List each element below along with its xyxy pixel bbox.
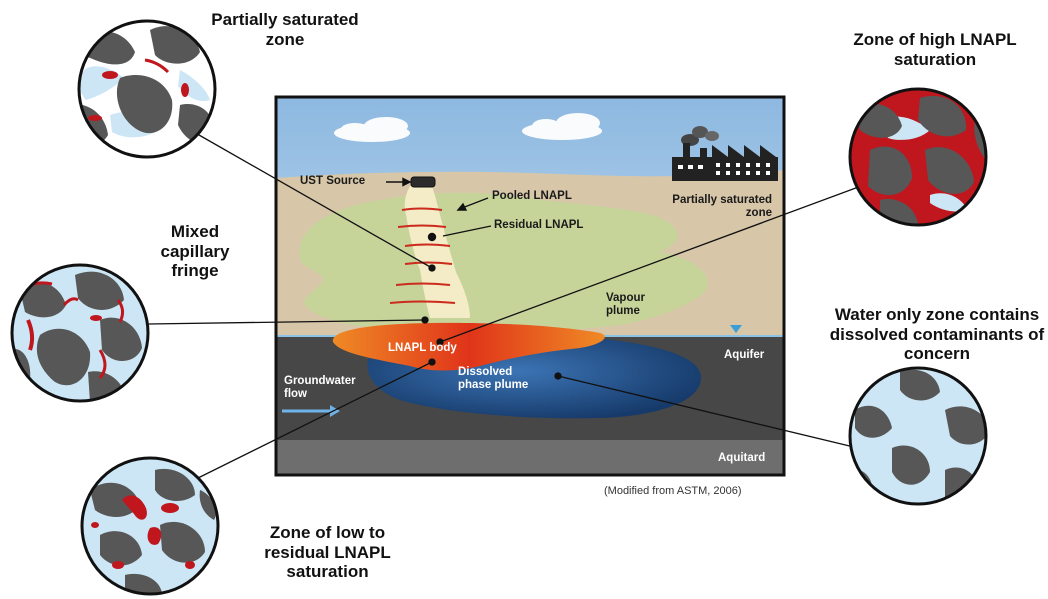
label-high-lnapl: Zone of high LNAPL saturation (853, 30, 1017, 69)
connector-lines (147, 130, 873, 480)
factory-icon (672, 126, 778, 181)
aquitard-layer (276, 440, 784, 475)
label-residual-lnapl: Residual LNAPL (494, 219, 584, 231)
label-water-only: Water only zone contains dissolved conta… (829, 305, 1045, 364)
magnifier-high-lnapl (848, 87, 988, 227)
magnifier-water-only (848, 366, 988, 506)
groundwater-flow-arrow (282, 405, 340, 417)
label-lnapl-body: LNAPL body (388, 342, 457, 354)
label-pooled-lnapl: Pooled LNAPL (492, 190, 572, 202)
label-partially-saturated-inner: Partially saturated zone (672, 194, 772, 220)
label-groundwater-flow: Groundwater flow (284, 375, 356, 401)
label-ust-source: UST Source (300, 175, 366, 187)
label-mixed-fringe: Mixed capillary fringe (160, 222, 230, 281)
magnifier-low-residual (80, 456, 220, 596)
source-credit: (Modified from ASTM, 2006) (604, 485, 742, 497)
clouds (334, 113, 602, 142)
label-partially-saturated: Partially saturated zone (211, 10, 359, 49)
ust-tank-icon (410, 176, 436, 188)
water-table-icon (730, 325, 742, 333)
lnapl-body (332, 322, 605, 371)
magnifier-partially-saturated (77, 19, 217, 159)
magnifier-mixed-fringe (10, 263, 150, 403)
label-dissolved-plume: Dissolved phase plume (458, 366, 529, 392)
pointer-arrows (386, 177, 492, 242)
label-aquitard: Aquitard (718, 452, 766, 464)
cross-section (274, 95, 786, 477)
lnapl-source-column (404, 186, 470, 318)
label-aquifer: Aquifer (724, 349, 765, 361)
label-vapour-plume: Vapour plume (606, 292, 645, 318)
diagram-frame (274, 95, 786, 477)
residual-lnapl-streaks (389, 207, 456, 304)
vapour-plume (299, 192, 708, 333)
label-low-residual: Zone of low to residual LNAPL saturation (264, 523, 391, 582)
